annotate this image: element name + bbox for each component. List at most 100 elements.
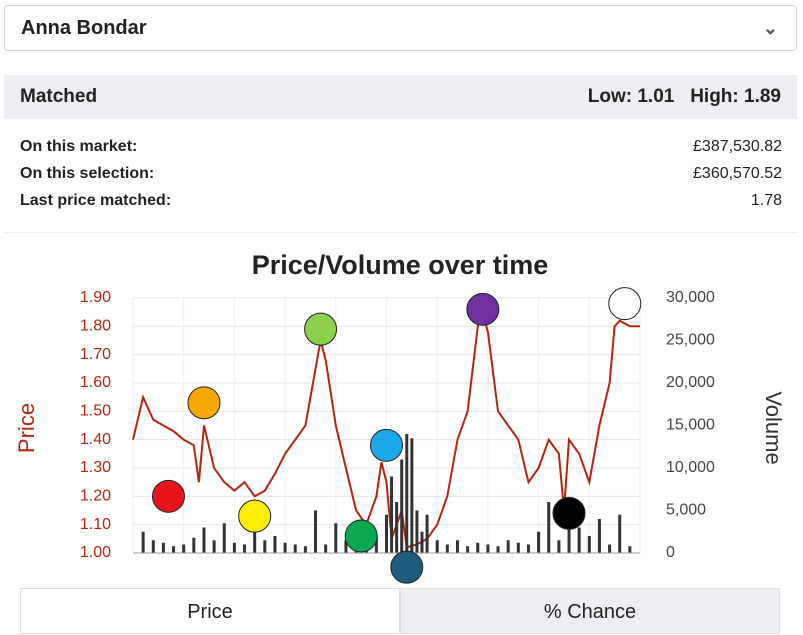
volume-bar [420,531,424,553]
stat-value: £360,570.52 [693,165,782,182]
stat-label: Last price matched: [20,192,172,209]
marker [151,479,185,513]
marker [370,428,403,462]
volume-bar [263,540,267,553]
y2-tick-label: 10,000 [666,459,715,476]
y2-tick-label: 30,000 [666,289,715,306]
volume-bar [243,544,247,553]
tabs: Price % Chance [20,588,780,634]
high-label: High: [690,86,739,107]
volume-bar [587,536,591,553]
volume-bar [222,523,226,553]
y2-tick-label: 25,000 [666,332,715,349]
marker [466,292,500,326]
tab-chance[interactable]: % Chance [400,588,780,634]
volume-bar [293,544,297,553]
marker [238,499,272,533]
volume-bar [577,527,581,553]
volume-bar [405,434,409,553]
volume-bar [334,523,338,553]
y-tick-label: 1.70 [80,346,111,363]
volume-bar [161,542,165,553]
stats: On this market: £387,530.82 On this selec… [20,138,782,219]
volume-bar [597,519,601,553]
volume-bar [547,502,551,553]
volume-bar [537,531,541,553]
volume-bar [253,531,257,553]
volume-bar [567,510,571,553]
stat-row: On this selection: £360,570.52 [20,165,782,192]
price-line [132,308,640,549]
selection-name: Anna Bondar [21,17,147,39]
chart-title: Price/Volume over time [252,250,549,280]
stat-label: On this selection: [20,165,155,182]
volume-bar [486,544,490,553]
volume-bar [466,546,470,553]
volume-bar [395,502,399,553]
stat-label: On this market: [20,138,138,155]
marker [608,287,642,321]
selection-dropdown[interactable]: Anna Bondar ⌄ [4,5,797,51]
volume-bar [232,542,236,553]
low-high: Low: 1.01 High: 1.89 [588,75,781,119]
volume-bar [324,544,328,553]
y-tick-label: 1.20 [80,488,111,505]
low-value: 1.01 [637,86,675,107]
low-label: Low: [587,86,633,107]
y-tick-label: 1.40 [80,431,111,448]
volume-bar [283,542,287,553]
volume-bar [608,544,612,553]
chevron: ⌄ [762,18,778,38]
tab-price[interactable]: Price [20,588,400,634]
volume-bar [455,540,459,553]
marker [390,550,424,584]
volume-bar [212,540,216,553]
y-tick-label: 1.90 [80,289,111,306]
volume-bar [435,540,439,553]
volume-bar [425,514,429,553]
volume-bar [445,544,449,553]
marker [304,312,338,346]
y-tick-label: 1.60 [80,374,111,391]
y2-tick-label: 15,000 [666,417,715,434]
y2-tick-label: 5,000 [666,502,706,519]
volume-bar [476,542,480,553]
marker [552,496,586,530]
y-axis-label: Price [14,403,39,453]
marker [344,519,378,553]
volume-bar [314,510,318,553]
y-tick-label: 1.30 [80,459,111,476]
y-tick-label: 1.80 [80,318,111,335]
volume-bar [410,438,414,553]
y2-tick-label: 20,000 [666,374,715,391]
stat-row: Last price matched: 1.78 [20,192,782,219]
y-tick-label: 1.00 [80,544,111,561]
volume-bar [182,544,186,553]
matched-label: Matched [20,86,98,107]
stat-row: On this market: £387,530.82 [20,138,782,165]
chart: Price/Volume over time Price Volume 1.00… [14,250,786,584]
y2-tick-label: 0 [666,544,675,561]
high-value: 1.89 [744,86,781,107]
volume-bar [344,540,348,553]
marker [187,386,221,420]
volume-bar [526,544,530,553]
separator [4,232,797,233]
volume-bar [557,540,561,553]
volume-bar [618,514,622,553]
y-tick-label: 1.10 [80,516,111,533]
volume-bar [496,546,500,553]
volume-bar [628,546,632,553]
volume-bar [374,536,378,553]
volume-bar [516,542,520,553]
volume-bar [390,476,394,553]
volume-bar [506,540,510,553]
volume-bar [141,531,145,553]
volume-bar [172,546,176,553]
volume-bar [385,514,388,553]
stat-value: 1.78 [750,192,782,209]
y-tick-label: 1.50 [80,403,111,420]
stat-value: £387,530.82 [693,138,782,155]
volume-bar [415,510,419,553]
